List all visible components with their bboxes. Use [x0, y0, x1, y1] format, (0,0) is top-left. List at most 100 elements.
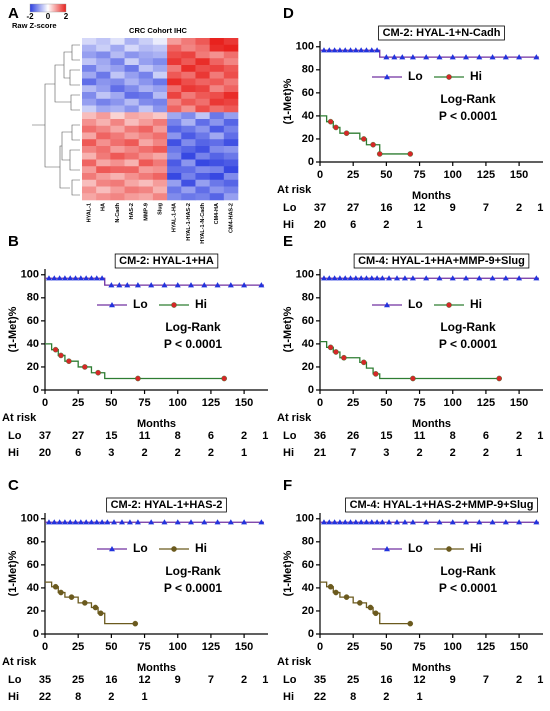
- heatmap-cell: [138, 44, 154, 52]
- y-tick-label: 40: [302, 582, 314, 594]
- heatmap-cell: [152, 85, 168, 93]
- censor-mark: [241, 282, 248, 288]
- heatmap-cell: [223, 179, 239, 187]
- x-tick-label: 100: [444, 169, 462, 181]
- heatmap-cell: [82, 85, 97, 93]
- heatmap-cell: [96, 179, 111, 187]
- at-risk-label: At risk: [277, 184, 312, 196]
- heatmap-cell: [195, 159, 210, 167]
- heatmap-cell: [82, 125, 97, 133]
- at-risk-count: 9: [450, 674, 456, 686]
- heatmap-cell: [152, 98, 168, 106]
- heatmap-cell: [96, 38, 111, 46]
- censor-mark: [201, 282, 208, 288]
- heatmap-cell: [181, 44, 196, 52]
- colorbar-label: Raw Z-score: [12, 21, 57, 30]
- dendrogram: [32, 44, 80, 196]
- at-risk-count: 22: [39, 691, 51, 703]
- panel-letter: E: [283, 233, 293, 250]
- heatmap-cell: [152, 51, 168, 59]
- axes: [44, 513, 268, 635]
- heatmap-cell: [124, 38, 140, 46]
- heatmap-cell: [195, 58, 210, 66]
- censor-mark: [135, 375, 141, 382]
- at-risk-count: 2: [383, 691, 389, 703]
- at-risk-row-label: Lo: [283, 202, 297, 214]
- heatmap-cell: [167, 125, 182, 133]
- at-risk-count: 15: [380, 430, 392, 442]
- panel-title: CM-2: HYAL-1+HA: [119, 255, 214, 267]
- heatmap-cell: [82, 65, 97, 73]
- censor-mark: [82, 364, 88, 370]
- heatmap-cell: [124, 65, 140, 73]
- censor-mark: [363, 47, 370, 53]
- heatmap-cell: [82, 173, 97, 181]
- censor-mark: [352, 275, 359, 281]
- censor-mark: [423, 275, 430, 281]
- heatmap-cell: [124, 132, 140, 140]
- heatmap-cell: [223, 186, 239, 194]
- censor-mark: [502, 275, 509, 281]
- heatmap-cell: [181, 152, 196, 160]
- heatmap-cell: [181, 98, 196, 106]
- heatmap-cell: [223, 193, 239, 201]
- heatmap-cell: [82, 139, 97, 147]
- heatmap-cell: [96, 173, 111, 181]
- censor-mark: [83, 519, 90, 525]
- heatmap-cell: [138, 98, 154, 106]
- heatmap-cell: [209, 78, 225, 86]
- censor-mark: [336, 519, 343, 525]
- x-tick-label: 50: [105, 641, 117, 653]
- censor-mark: [201, 519, 208, 525]
- censor-mark: [124, 282, 131, 288]
- heatmap-cell: [152, 159, 168, 167]
- censor-mark: [88, 519, 95, 525]
- heatmap-cell: [195, 166, 210, 174]
- censor-mark: [227, 519, 234, 525]
- heatmap-cell: [181, 186, 196, 194]
- heatmap-cell: [181, 58, 196, 66]
- at-risk-count: 37: [314, 202, 326, 214]
- heatmap-cell: [209, 119, 225, 127]
- legend-marker: [109, 546, 115, 552]
- censor-mark: [326, 519, 333, 525]
- heatmap-cell: [181, 179, 196, 187]
- heatmap-cell: [124, 173, 140, 181]
- annotation: P < 0.0001: [164, 581, 222, 595]
- heatmap-cell: [96, 159, 111, 167]
- censor-mark: [320, 47, 327, 53]
- heatmap-cell: [152, 186, 168, 194]
- censor-mark: [436, 519, 443, 525]
- heatmap-cell: [181, 139, 196, 147]
- at-risk-count: 3: [108, 447, 114, 459]
- censor-mark: [174, 519, 181, 525]
- at-risk-count: 2: [241, 674, 247, 686]
- x-tick-label: 50: [380, 641, 392, 653]
- at-risk-count: 1: [241, 447, 247, 459]
- x-tick-label: 0: [317, 397, 323, 409]
- heatmap-title: CRC Cohort IHC: [129, 26, 187, 35]
- censor-mark: [52, 583, 59, 590]
- heatmap-cell: [124, 166, 140, 174]
- heatmap-cell: [96, 71, 111, 79]
- at-risk-count: 8: [75, 691, 81, 703]
- heatmap-cell: [82, 159, 97, 167]
- censor-mark: [45, 519, 52, 525]
- y-tick-label: 0: [33, 628, 39, 640]
- heatmap-cell: [181, 51, 196, 59]
- y-tick-label: 60: [27, 315, 39, 327]
- heatmap-cell: [195, 65, 210, 73]
- censor-mark: [386, 275, 393, 281]
- y-tick-label: 40: [302, 338, 314, 350]
- heatmap-cell: [110, 38, 125, 46]
- column-label: HYAL-1-HA: [172, 203, 178, 232]
- x-tick-label: 125: [477, 169, 495, 181]
- at-risk-label: At risk: [277, 656, 312, 668]
- y-tick-label: 60: [302, 559, 314, 571]
- heatmap-cell: [110, 92, 125, 100]
- censor-mark: [52, 346, 59, 353]
- heatmap-cell: [195, 85, 210, 93]
- at-risk-row-label: Lo: [8, 674, 22, 686]
- heatmap-cell: [152, 112, 168, 120]
- censor-mark: [51, 519, 58, 525]
